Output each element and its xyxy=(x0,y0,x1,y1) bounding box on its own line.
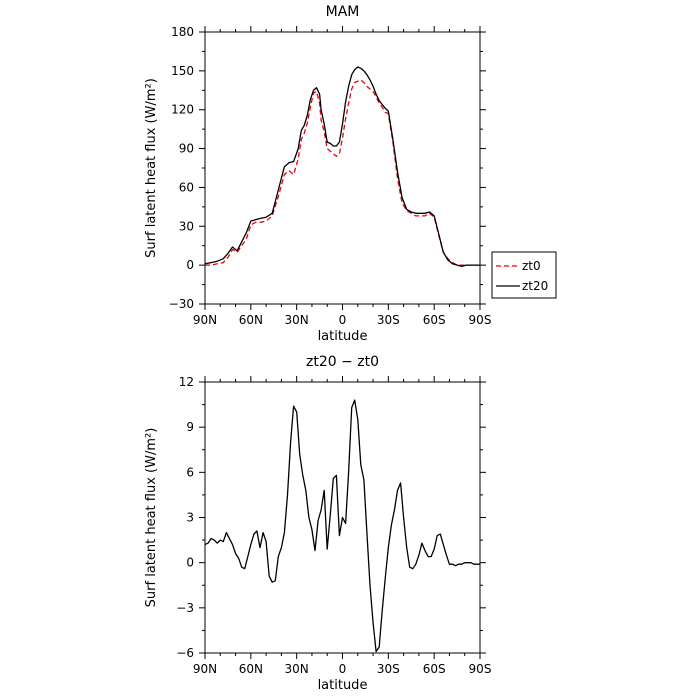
y-tick-label: −30 xyxy=(169,297,194,311)
legend-box xyxy=(491,251,557,299)
y-tick-label: 60 xyxy=(179,180,194,194)
plot-frame xyxy=(204,31,481,305)
y-tick-label: 30 xyxy=(179,219,194,233)
y-axis-label: Surf latent heat flux (W/m²) xyxy=(144,78,159,258)
x-tick-label: 0 xyxy=(339,662,347,676)
y-tick-label: 90 xyxy=(179,142,194,156)
x-tick-label: 90S xyxy=(469,313,492,327)
y-tick-label: 0 xyxy=(186,556,194,570)
legend: zt0 zt20 xyxy=(491,251,557,299)
series-line-zt0 xyxy=(205,79,480,266)
x-tick-label: 30S xyxy=(377,313,400,327)
y-tick-label: 0 xyxy=(186,258,194,272)
y-tick-label: 9 xyxy=(186,420,194,434)
chart-title: zt20 − zt0 xyxy=(306,354,379,370)
x-tick-label: 0 xyxy=(339,313,347,327)
x-tick-label: 60N xyxy=(239,662,263,676)
x-tick-label: 90S xyxy=(469,662,492,676)
y-tick-label: 180 xyxy=(171,25,194,39)
y-tick-label: −6 xyxy=(176,646,194,660)
y-tick-label: 3 xyxy=(186,511,194,525)
x-tick-label: 30N xyxy=(285,662,309,676)
y-tick-label: 12 xyxy=(179,375,194,389)
y-tick-label: 150 xyxy=(171,64,194,78)
chart-panel-1: 90N 60N 30N 0 30S 60S 90S −30 0 30 60 90 120 150 180 MA… xyxy=(144,4,557,344)
x-tick-label: 60N xyxy=(239,313,263,327)
x-tick-label: 90N xyxy=(193,662,217,676)
y-axis-label: Surf latent heat flux (W/m²) xyxy=(144,428,159,608)
x-tick-label: 90N xyxy=(193,313,217,327)
x-tick-label: 30S xyxy=(377,662,400,676)
chart-panel-2: 90N 60N 30N 0 30S 60S 90S −6 −3 0 3 6 9 12 zt20 − zt0 l… xyxy=(144,354,491,693)
x-tick-label: 60S xyxy=(423,313,446,327)
y-tick-label: 6 xyxy=(186,465,194,479)
x-tick-label: 60S xyxy=(423,662,446,676)
series-line-zt20 xyxy=(204,66,480,268)
x-axis-label: latitude xyxy=(318,678,368,693)
series-line-series-1 xyxy=(204,399,480,653)
y-tick-label: −3 xyxy=(176,601,194,615)
y-tick-label: 120 xyxy=(171,103,194,117)
legend-label-zt0: zt0 xyxy=(522,259,541,273)
legend-label-zt20: zt20 xyxy=(522,279,548,293)
x-axis-label: latitude xyxy=(318,329,368,344)
x-tick-label: 30N xyxy=(285,313,309,327)
chart-title: MAM xyxy=(326,4,360,20)
